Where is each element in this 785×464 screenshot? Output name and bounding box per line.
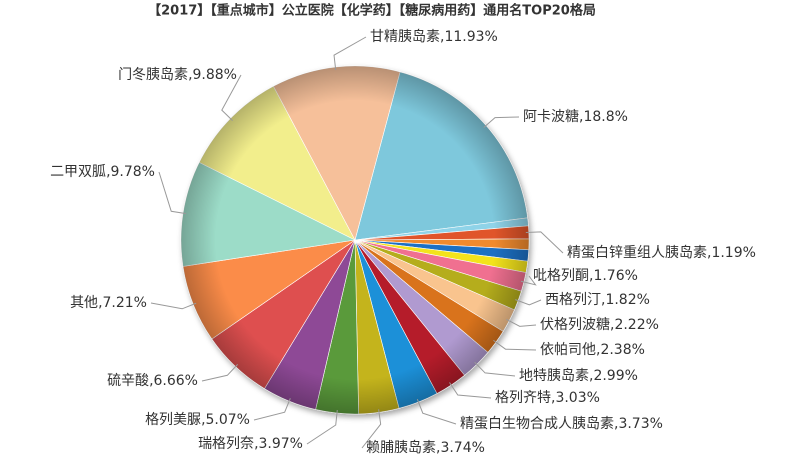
category-name: 精蛋白生物合成人胰岛素	[460, 416, 614, 432]
leader-line	[150, 302, 197, 310]
leader-line	[493, 339, 537, 351]
chart-title: 【2017】【重点城市】公立医院【化学药】【糖尿病用药】通用名TOP20格局	[148, 3, 596, 19]
leader-line	[515, 299, 542, 306]
slice-label: 赖脯胰岛素,3.74%	[366, 440, 485, 456]
leader-line	[525, 231, 564, 254]
slice-label: 精蛋白锌重组人胰岛素,1.19%	[567, 245, 756, 261]
category-name: 瑞格列奈	[198, 436, 254, 452]
category-name: 其他	[70, 295, 98, 311]
leader-line	[306, 410, 338, 445]
slice-label: 伏格列波糖,2.22%	[540, 317, 659, 333]
leader-line	[253, 398, 291, 421]
category-name: 阿卡波糖	[523, 109, 579, 125]
pie	[180, 65, 530, 415]
value-label: ,1.76%	[589, 268, 638, 284]
leader-line	[449, 382, 492, 399]
leader-line	[158, 171, 187, 215]
value-label: ,3.03%	[551, 390, 600, 406]
leader-line	[506, 318, 537, 327]
category-name: 精蛋白锌重组人胰岛素	[567, 245, 707, 261]
slice-label: 甘精胰岛素,11.93%	[370, 29, 498, 45]
value-label: ,3.97%	[254, 436, 303, 452]
slice-label: 其他,7.21%	[70, 295, 147, 311]
slice-label: 格列齐特,3.03%	[495, 390, 600, 406]
category-name: 格列齐特	[495, 390, 551, 406]
leader-line	[483, 116, 520, 128]
value-label: ,3.74%	[436, 440, 485, 456]
category-name: 赖脯胰岛素	[366, 440, 436, 456]
leader-line	[201, 364, 239, 382]
leader-line	[520, 275, 537, 286]
slice-label: 精蛋白生物合成人胰岛素,3.73%	[460, 416, 663, 432]
category-name: 硫辛酸	[107, 373, 149, 389]
slice-label: 依帕司他,2.38%	[540, 342, 645, 358]
leader-line	[416, 399, 457, 425]
value-label: ,5.07%	[201, 412, 250, 428]
slice-label: 门冬胰岛素,9.88%	[118, 67, 237, 83]
value-label: ,2.99%	[589, 368, 638, 384]
value-label: ,2.38%	[596, 342, 645, 358]
category-name: 二甲双胍	[50, 164, 106, 180]
slice-label: 西格列汀,1.82%	[545, 292, 650, 308]
labels: 阿卡波糖,18.8% 精蛋白锌重组人胰岛素,1.19% 吡格列酮,1.76% 西格列汀…	[50, 29, 756, 456]
leader-line	[361, 409, 382, 449]
category-name: 地特胰岛素	[519, 368, 589, 384]
value-label: ,2.22%	[610, 317, 659, 333]
category-name: 甘精胰岛素	[370, 29, 440, 45]
leader-line	[333, 36, 367, 71]
value-label: ,7.21%	[98, 295, 147, 311]
slice-label: 二甲双胍,9.78%	[50, 164, 155, 180]
category-name: 西格列汀	[545, 292, 601, 308]
value-label: ,9.78%	[106, 164, 155, 180]
slice-label: 格列美脲,5.07%	[145, 412, 250, 428]
slice-label: 阿卡波糖,18.8%	[523, 109, 628, 125]
slice-label: 硫辛酸,6.66%	[107, 373, 198, 389]
leader-line	[221, 74, 242, 121]
category-name: 依帕司他	[540, 342, 596, 358]
value-label: ,11.93%	[440, 29, 498, 45]
value-label: ,6.66%	[149, 373, 198, 389]
category-name: 格列美脲	[145, 412, 201, 428]
category-name: 伏格列波糖	[540, 317, 610, 333]
slice-label: 瑞格列奈,3.97%	[198, 436, 303, 452]
slice-label: 吡格列酮,1.76%	[533, 268, 638, 284]
value-label: ,3.73%	[614, 416, 663, 432]
value-label: ,9.88%	[188, 67, 237, 83]
slice-label: 地特胰岛素,2.99%	[519, 368, 638, 384]
leader-line	[474, 361, 516, 377]
value-label: ,18.8%	[579, 109, 628, 125]
value-label: ,1.19%	[707, 245, 756, 261]
category-name: 吡格列酮	[533, 268, 589, 284]
category-name: 门冬胰岛素	[118, 67, 188, 83]
value-label: ,1.82%	[601, 292, 650, 308]
